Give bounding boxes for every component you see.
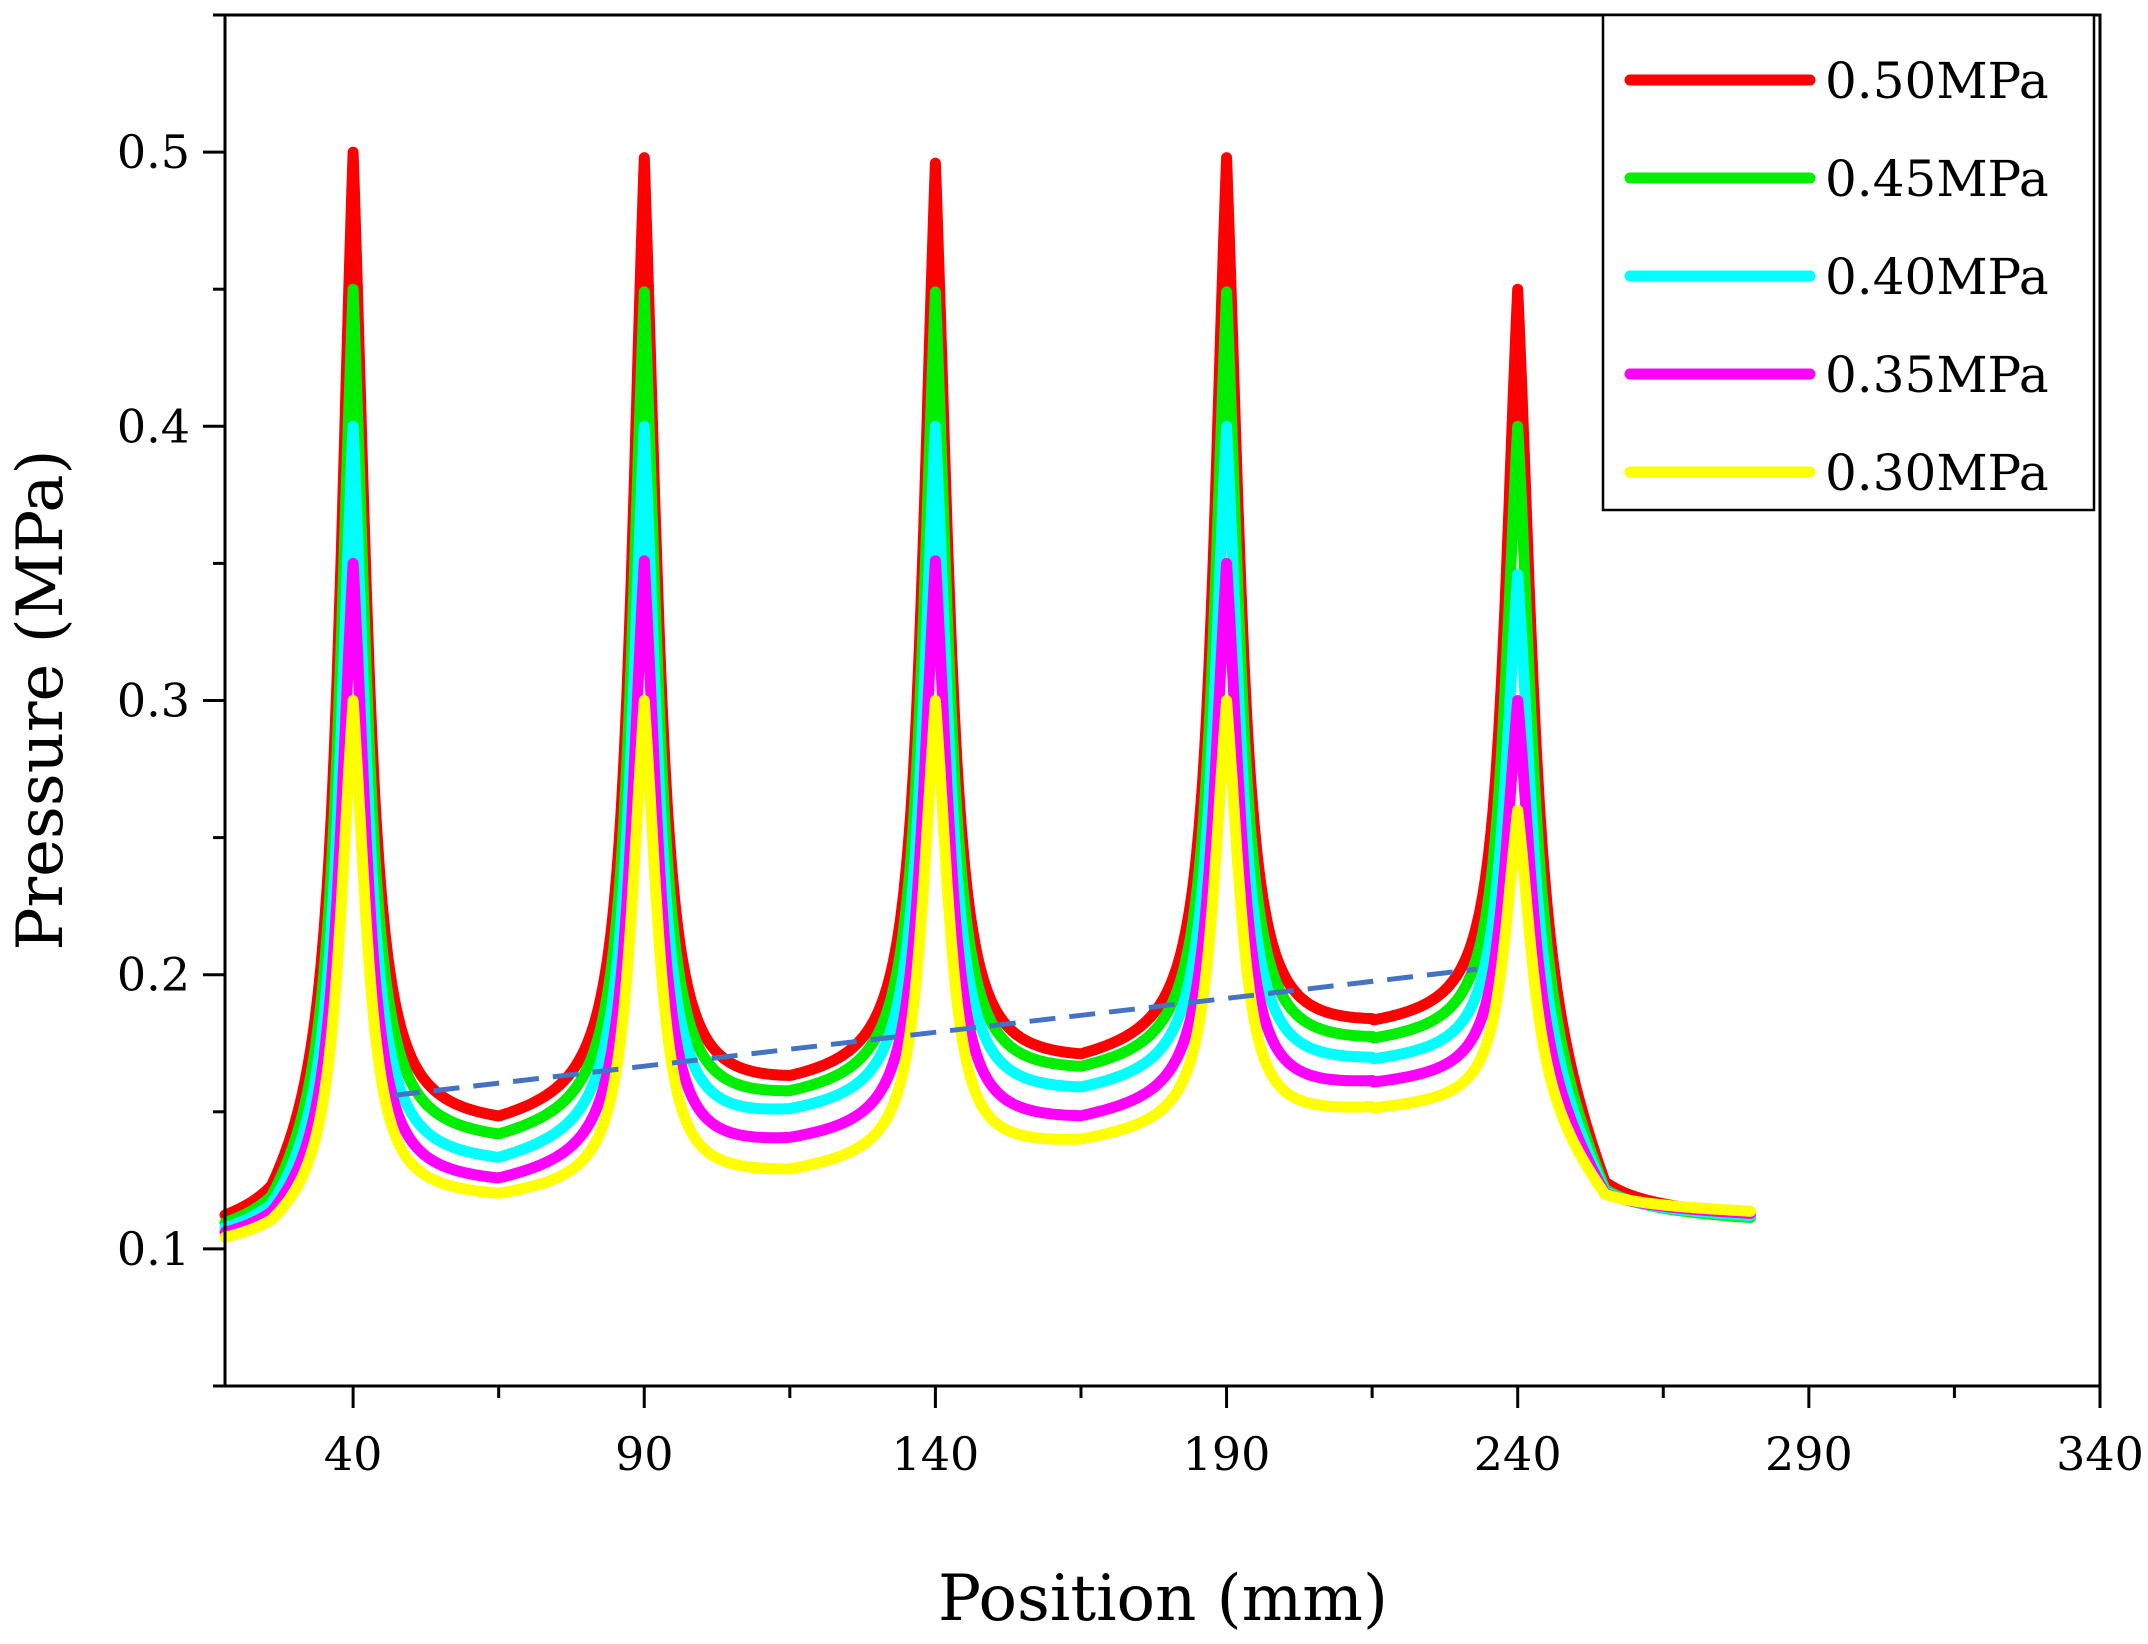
x-tick-label: 240 [1474,1427,1562,1481]
y-tick-label: 0.1 [117,1222,190,1276]
legend-label: 0.35MPa [1825,346,2049,404]
trend-layer [393,966,1478,1098]
y-tick-label: 0.3 [117,674,190,728]
y-tick-label: 0.5 [117,125,190,179]
legend-box [1601,13,2096,512]
legend-label: 0.40MPa [1825,248,2049,306]
series-layer [219,146,1757,1243]
y-tick-label: 0.4 [117,399,190,453]
y-tick-label: 0.2 [117,948,190,1002]
legend-label: 0.45MPa [1825,150,2049,208]
x-axis-title: Position (mm) [938,1562,1388,1636]
x-tick-label: 90 [615,1427,674,1481]
x-tick-label: 140 [891,1427,979,1481]
y-axis-title: Pressure (MPa) [4,449,78,950]
x-tick-label: 40 [324,1427,383,1481]
x-tick-label: 340 [2056,1427,2144,1481]
ticks-layer: 40 90 140 190 240 290 340 0.1 0.2 0.3 0.4 0.5 [117,13,2144,1481]
x-tick-label: 290 [1765,1427,1853,1481]
series-line-0.35MPa [219,555,1757,1238]
series-line-0.45MPa [219,283,1757,1229]
series-line-0.40MPa [219,420,1757,1233]
legend-label: 0.30MPa [1825,444,2049,502]
x-tick-label: 190 [1183,1427,1271,1481]
legend: 0.50MPa 0.45MPa 0.40MPa 0.35MPa 0.30MPa [1601,13,2096,512]
legend-label: 0.50MPa [1825,52,2049,110]
series-line-0.30MPa [219,695,1757,1243]
trend-dashed-line [393,966,1478,1098]
